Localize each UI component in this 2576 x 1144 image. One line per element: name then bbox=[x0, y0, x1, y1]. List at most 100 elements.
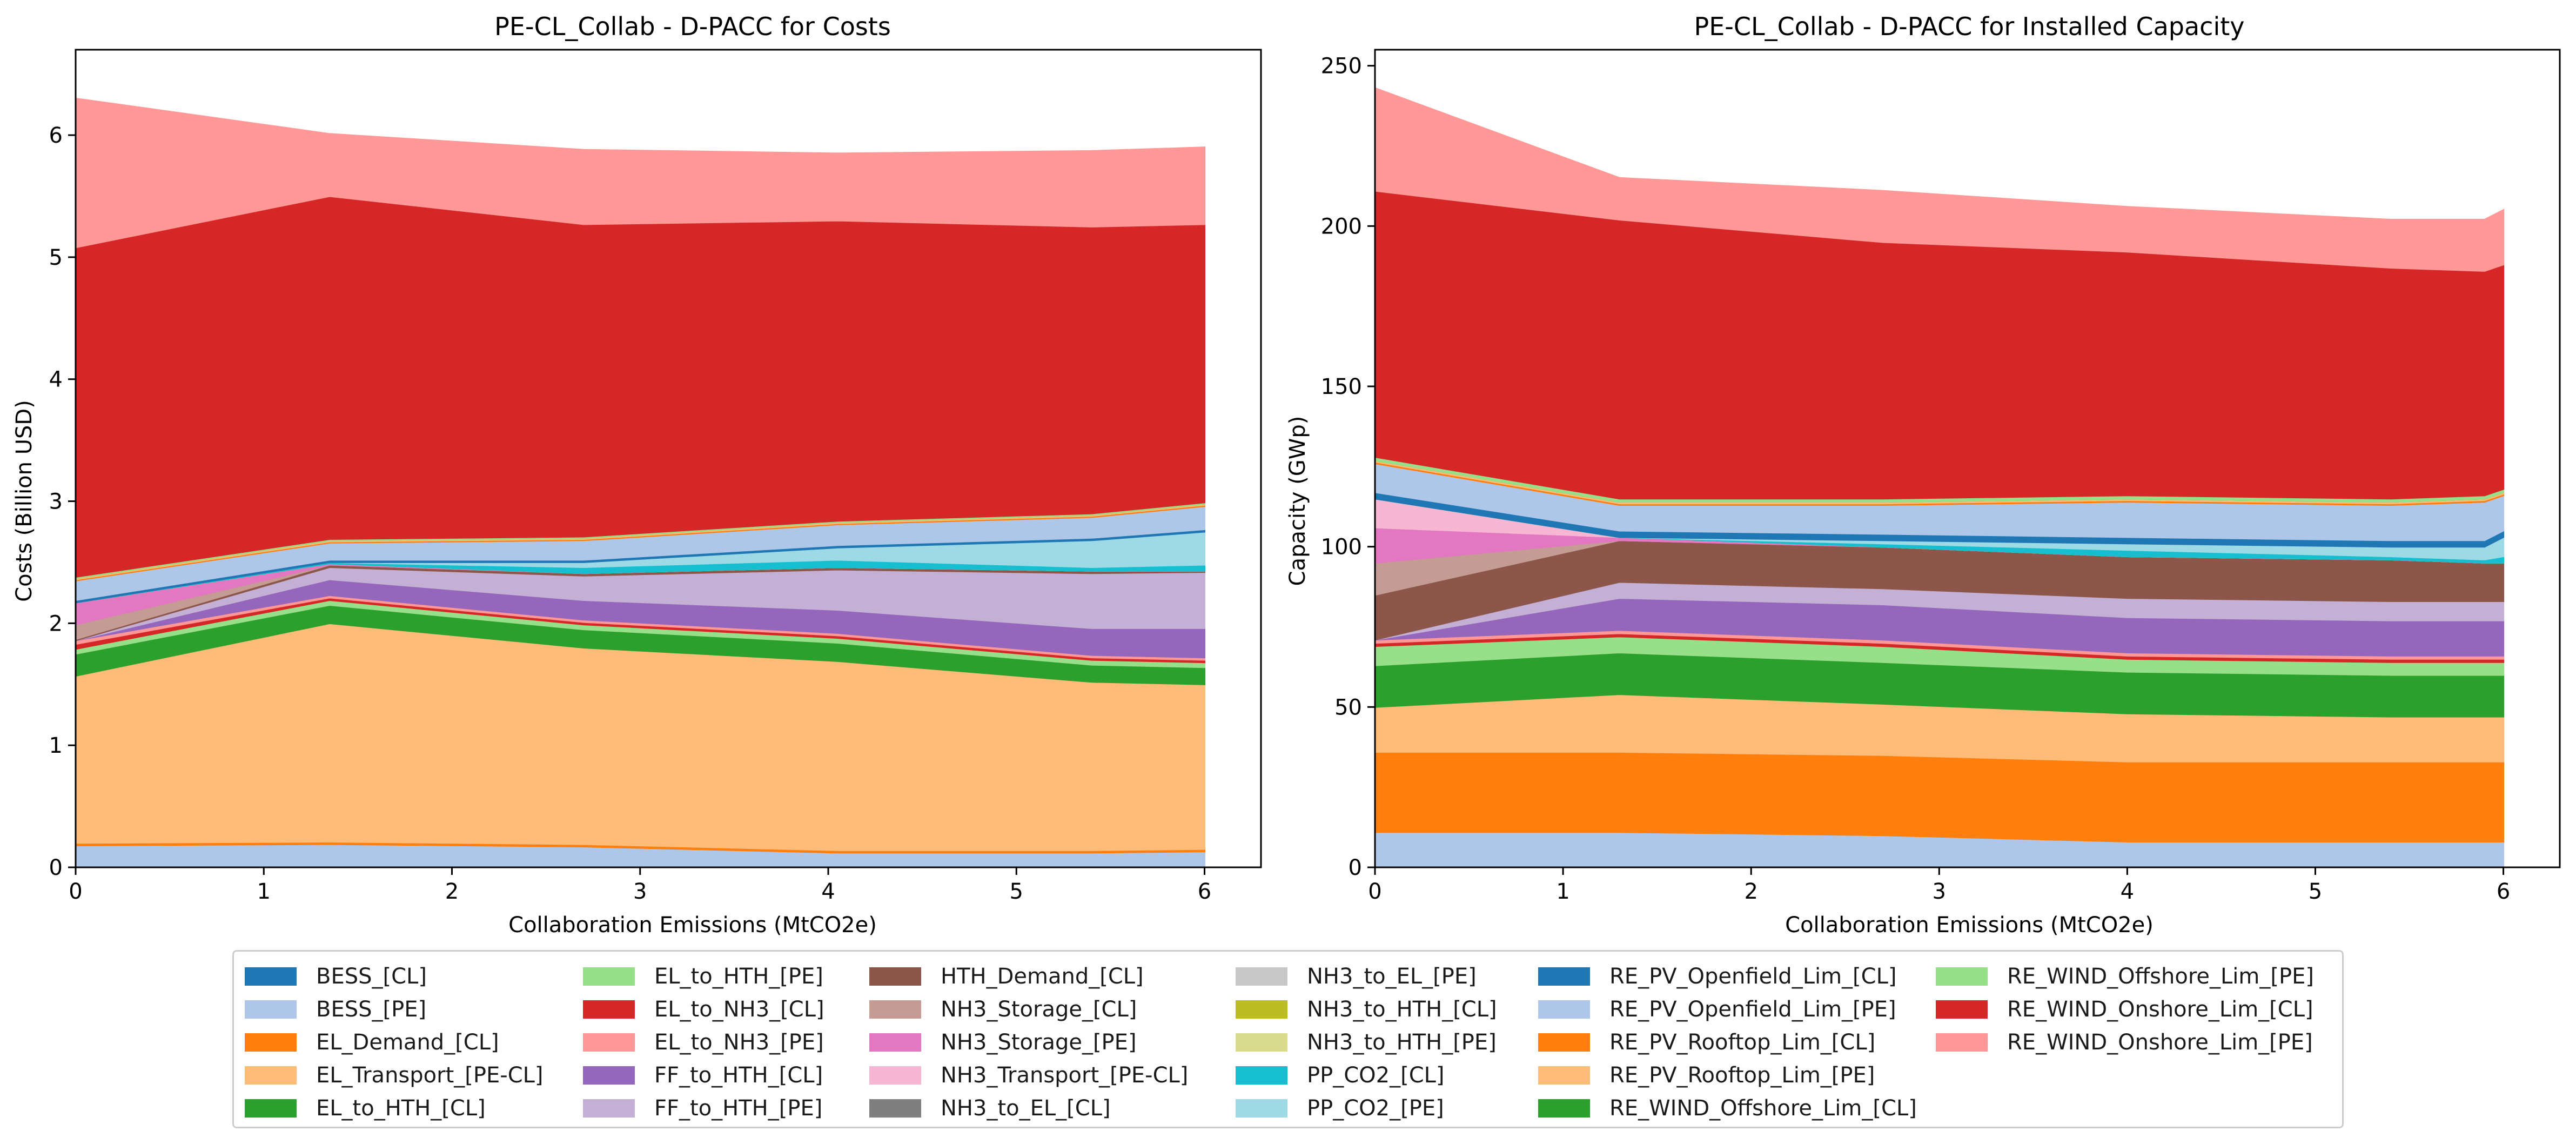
legend-label: NH3_to_EL_[CL] bbox=[941, 1096, 1111, 1121]
legend-label: EL_to_NH3_[PE] bbox=[654, 1030, 824, 1055]
legend-item: EL_to_HTH_[PE] bbox=[583, 962, 823, 991]
costs-y-tick-label: 6 bbox=[49, 123, 63, 148]
legend-item: FF_to_HTH_[PE] bbox=[583, 1094, 822, 1122]
costs-x-tick-label: 0 bbox=[69, 879, 82, 904]
capacity-x-tick-label: 2 bbox=[1744, 879, 1757, 904]
capacity-y-tick-label: 50 bbox=[1334, 695, 1362, 720]
legend-label: EL_to_NH3_[CL] bbox=[654, 997, 824, 1022]
costs-y-tick-label: 1 bbox=[49, 733, 63, 758]
chart-legend: BESS_[CL] BESS_[PE] EL_Demand_[CL] EL_Trans… bbox=[232, 950, 2344, 1128]
legend-label: NH3_Transport_[PE-CL] bbox=[941, 1063, 1189, 1088]
legend-label: NH3_to_EL_[PE] bbox=[1307, 964, 1477, 989]
legend-swatch bbox=[869, 1033, 921, 1052]
capacity-area-re-wind-onshore-lim-pe bbox=[1374, 87, 2505, 272]
legend-item: NH3_to_EL_[PE] bbox=[1236, 962, 1477, 991]
costs-y-tick-label: 5 bbox=[49, 245, 63, 270]
legend-item: NH3_Transport_[PE-CL] bbox=[869, 1061, 1188, 1089]
legend-label: RE_WIND_Offshore_Lim_[CL] bbox=[1609, 1096, 1917, 1121]
capacity-x-axis-label: Collaboration Emissions (MtCO2e) bbox=[1785, 913, 2154, 938]
legend-label: FF_to_HTH_[PE] bbox=[654, 1096, 823, 1121]
legend-swatch bbox=[583, 1099, 635, 1118]
legend-label: RE_WIND_Onshore_Lim_[CL] bbox=[2007, 997, 2313, 1022]
legend-swatch bbox=[583, 967, 635, 986]
capacity-chart-title: PE-CL_Collab - D-PACC for Installed Capa… bbox=[1694, 12, 2244, 41]
legend-swatch bbox=[1936, 967, 1988, 986]
legend-swatch bbox=[245, 1066, 297, 1085]
legend-swatch bbox=[1936, 1000, 1988, 1019]
legend-label: BESS_[CL] bbox=[316, 964, 427, 989]
costs-x-tick-label: 5 bbox=[1010, 879, 1023, 904]
costs-y-tick-label: 4 bbox=[49, 367, 63, 392]
legend-item: NH3_to_EL_[CL] bbox=[869, 1094, 1111, 1122]
capacity-x-tick-label: 6 bbox=[2497, 879, 2510, 904]
legend-label: EL_to_HTH_[CL] bbox=[316, 1096, 486, 1121]
legend-item: RE_WIND_Onshore_Lim_[PE] bbox=[1936, 1028, 2313, 1056]
costs-x-tick-label: 2 bbox=[445, 879, 459, 904]
legend-label: RE_PV_Rooftop_Lim_[CL] bbox=[1609, 1030, 1876, 1055]
legend-swatch bbox=[1236, 967, 1287, 986]
legend-label: RE_WIND_Onshore_Lim_[PE] bbox=[2007, 1030, 2313, 1055]
capacity-y-tick-label: 0 bbox=[1349, 855, 1362, 880]
legend-label: NH3_to_HTH_[PE] bbox=[1307, 1030, 1497, 1055]
legend-swatch bbox=[1538, 1099, 1590, 1118]
legend-label: EL_Transport_[PE-CL] bbox=[316, 1063, 544, 1088]
capacity-x-tick-label: 5 bbox=[2309, 879, 2322, 904]
legend-swatch bbox=[245, 1099, 297, 1118]
costs-x-tick-label: 6 bbox=[1198, 879, 1211, 904]
legend-item: RE_PV_Rooftop_Lim_[CL] bbox=[1538, 1028, 1875, 1056]
legend-label: PP_CO2_[PE] bbox=[1307, 1096, 1444, 1121]
costs-y-tick-label: 3 bbox=[49, 490, 63, 514]
legend-swatch bbox=[245, 1033, 297, 1052]
costs-chart-title: PE-CL_Collab - D-PACC for Costs bbox=[494, 12, 891, 41]
legend-item: EL_Demand_[CL] bbox=[245, 1028, 499, 1056]
legend-swatch bbox=[869, 1066, 921, 1085]
legend-label: RE_PV_Openfield_Lim_[PE] bbox=[1609, 997, 1896, 1022]
legend-item: EL_to_NH3_[PE] bbox=[583, 1028, 824, 1056]
legend-label: PP_CO2_[CL] bbox=[1307, 1063, 1445, 1088]
capacity-x-tick-label: 3 bbox=[1933, 879, 1946, 904]
capacity-x-tick-label: 1 bbox=[1556, 879, 1569, 904]
legend-swatch bbox=[1538, 1000, 1590, 1019]
legend-label: NH3_to_HTH_[CL] bbox=[1307, 997, 1497, 1022]
legend-item: NH3_to_HTH_[CL] bbox=[1236, 995, 1497, 1023]
legend-swatch bbox=[1236, 1000, 1287, 1019]
capacity-plot-frame bbox=[1374, 49, 2561, 868]
legend-item: RE_WIND_Onshore_Lim_[CL] bbox=[1936, 995, 2313, 1023]
legend-swatch bbox=[1936, 1033, 1988, 1052]
legend-item: FF_to_HTH_[CL] bbox=[583, 1061, 823, 1089]
legend-item: HTH_Demand_[CL] bbox=[869, 962, 1144, 991]
costs-x-tick-label: 1 bbox=[257, 879, 271, 904]
costs-x-tick-label: 4 bbox=[821, 879, 835, 904]
legend-item: BESS_[PE] bbox=[245, 995, 426, 1023]
legend-swatch bbox=[869, 1099, 921, 1118]
legend-swatch bbox=[583, 1000, 635, 1019]
legend-swatch bbox=[1538, 1066, 1590, 1085]
legend-item: RE_PV_Rooftop_Lim_[PE] bbox=[1538, 1061, 1875, 1089]
capacity-y-tick-label: 250 bbox=[1321, 54, 1362, 79]
legend-swatch bbox=[1236, 1033, 1287, 1052]
costs-y-tick-label: 0 bbox=[49, 855, 63, 880]
legend-label: EL_to_HTH_[PE] bbox=[654, 964, 823, 989]
legend-label: RE_PV_Openfield_Lim_[CL] bbox=[1609, 964, 1897, 989]
legend-item: RE_PV_Openfield_Lim_[CL] bbox=[1538, 962, 1896, 991]
capacity-y-tick-label: 200 bbox=[1321, 214, 1362, 239]
legend-label: FF_to_HTH_[CL] bbox=[654, 1063, 823, 1088]
costs-y-tick-label: 2 bbox=[49, 611, 63, 636]
legend-label: RE_PV_Rooftop_Lim_[PE] bbox=[1609, 1063, 1875, 1088]
legend-label: NH3_Storage_[CL] bbox=[941, 997, 1137, 1022]
costs-area-re-wind-onshore-lim-pe bbox=[75, 97, 1205, 249]
legend-swatch bbox=[1236, 1066, 1287, 1085]
capacity-area-el-demand-cl bbox=[1374, 751, 2505, 842]
legend-swatch bbox=[583, 1033, 635, 1052]
legend-item: EL_to_HTH_[CL] bbox=[245, 1094, 486, 1122]
legend-swatch bbox=[1236, 1099, 1287, 1118]
capacity-y-axis-label: Capacity (GWp) bbox=[1285, 416, 1310, 586]
costs-y-axis-label: Costs (Billion USD) bbox=[12, 400, 37, 602]
costs-x-axis-label: Collaboration Emissions (MtCO2e) bbox=[508, 913, 877, 938]
legend-label: EL_Demand_[CL] bbox=[316, 1030, 499, 1055]
costs-chart: PE-CL_Collab - D-PACC for Costs 0 1 2 3 4 5 6 0… bbox=[12, 12, 1262, 938]
costs-plot-frame bbox=[75, 49, 1262, 868]
capacity-chart: PE-CL_Collab - D-PACC for Installed Capa… bbox=[1285, 12, 2561, 938]
capacity-y-tick-label: 150 bbox=[1321, 374, 1362, 399]
